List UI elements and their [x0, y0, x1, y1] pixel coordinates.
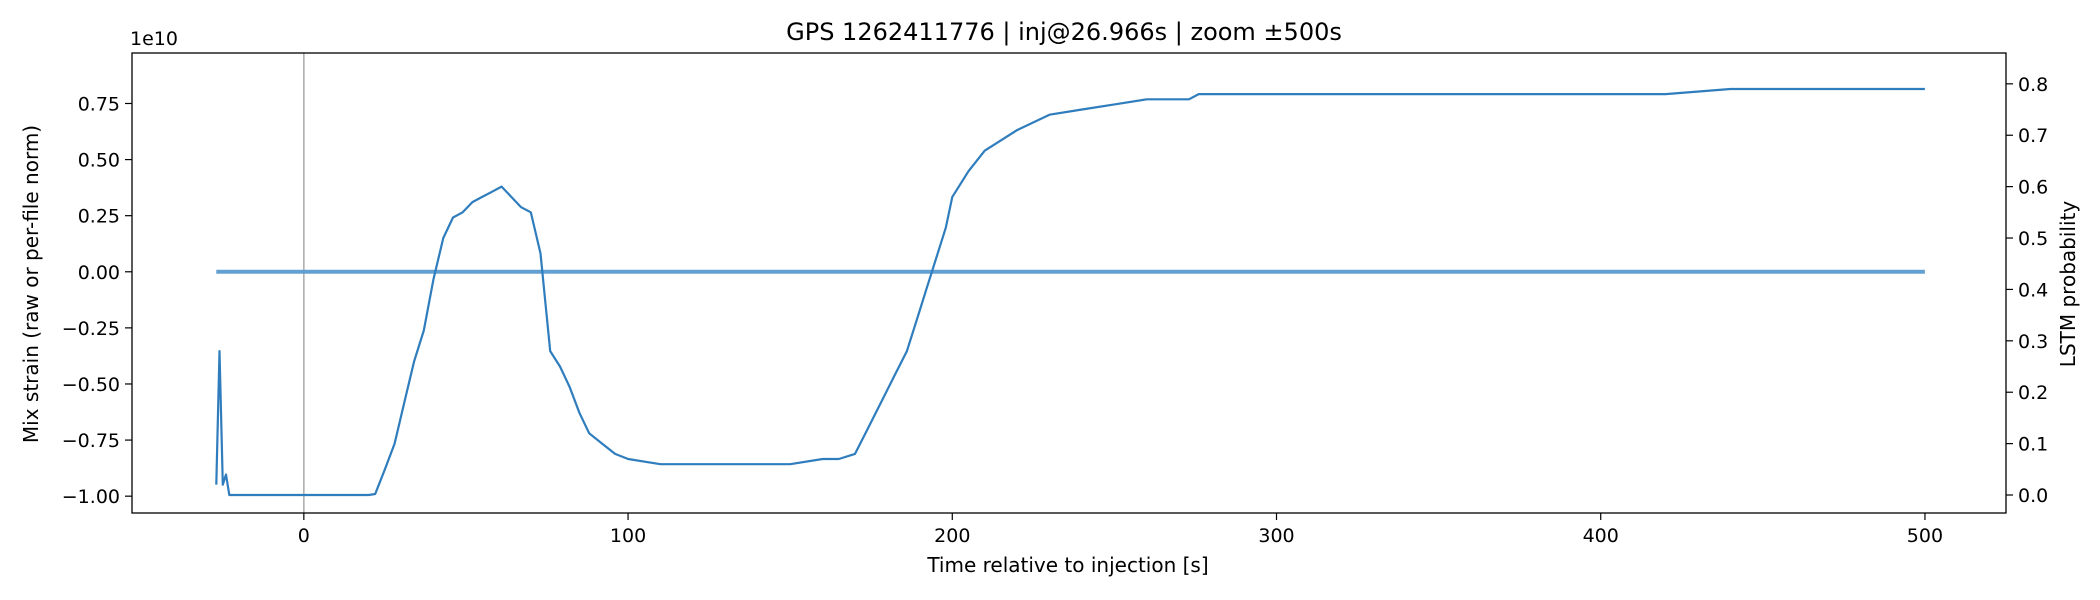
- y2-tick-label: 0.0: [2018, 485, 2048, 507]
- y2-tick-label: 0.7: [2018, 125, 2048, 147]
- y-tick-label: 0.25: [78, 206, 120, 228]
- y2-tick-label: 0.3: [2018, 331, 2048, 353]
- y-tick-label: 0.75: [78, 93, 120, 115]
- y2-axis-label: LSTM probability: [2056, 201, 2080, 368]
- y2-tick-label: 0.2: [2018, 382, 2048, 404]
- x-tick-label: 0: [298, 525, 310, 547]
- y2-tick-label: 0.8: [2018, 74, 2048, 96]
- y-tick-label: −0.50: [62, 374, 120, 396]
- plot-frame: [131, 52, 2007, 514]
- y-tick-label: 0.00: [78, 262, 120, 284]
- y-tick-label: 0.50: [78, 150, 120, 172]
- probability-line: [215, 87, 1925, 497]
- y2-tick-label: 0.1: [2018, 434, 2048, 456]
- x-axis-ticks: 0 100 200 300 400 500: [298, 513, 1943, 547]
- x-axis-label: Time relative to injection [s]: [926, 553, 1208, 577]
- y-tick-label: −0.75: [62, 430, 120, 452]
- chart-title: GPS 1262411776 | inj@26.966s | zoom ±500…: [786, 18, 1342, 46]
- y2-tick-label: 0.4: [2018, 279, 2048, 301]
- x-tick-label: 200: [934, 525, 970, 547]
- y-axis-ticks: 0.75 0.50 0.25 0.00 −0.25 −0.50 −0.75 −1.00: [62, 93, 132, 508]
- x-tick-label: 500: [1907, 525, 1943, 547]
- y2-tick-label: 0.6: [2018, 177, 2048, 199]
- y-tick-label: −0.25: [62, 318, 120, 340]
- y2-axis-ticks: 0.8 0.7 0.6 0.5 0.4 0.3 0.2 0.1 0.0: [2006, 74, 2048, 507]
- y-tick-label: −1.00: [62, 486, 120, 508]
- y-axis-label: Mix strain (raw or per-file norm): [19, 125, 43, 443]
- y-offset-label: 1e10: [130, 28, 178, 50]
- x-tick-label: 300: [1258, 525, 1294, 547]
- y2-tick-label: 0.5: [2018, 228, 2048, 250]
- probability-series: [215, 87, 1925, 497]
- x-tick-label: 400: [1583, 525, 1619, 547]
- x-tick-label: 100: [610, 525, 646, 547]
